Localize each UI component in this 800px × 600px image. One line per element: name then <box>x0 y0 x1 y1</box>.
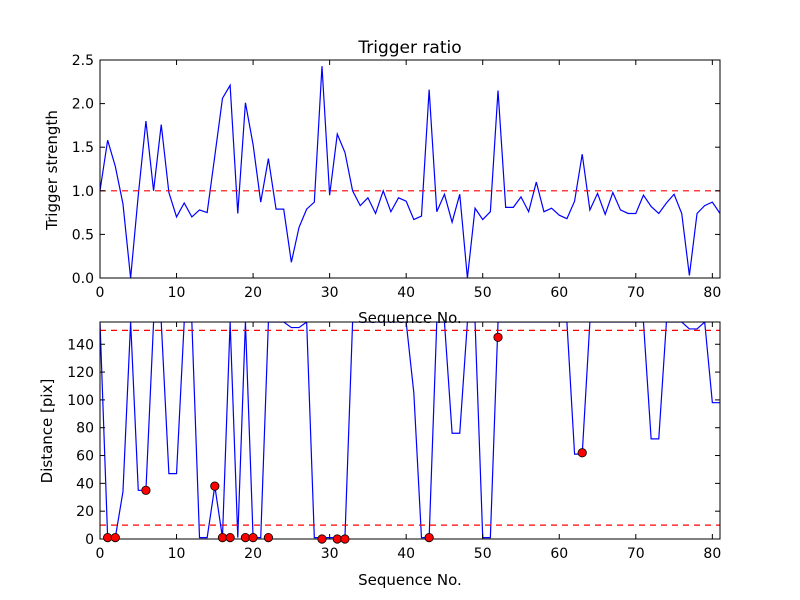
distance-y-tick-label: 140 <box>67 337 94 353</box>
distance-x-ticks: 0 10 20 30 40 50 60 70 80 <box>96 322 721 562</box>
distance-y-axis-label: Distance [pix] <box>38 379 56 484</box>
distance-marker-point <box>332 534 342 544</box>
trigger-ratio-x-tick-label: 80 <box>703 285 721 301</box>
distance-x-tick-label: 10 <box>168 546 186 562</box>
trigger-ratio-x-tick-label: 50 <box>474 285 492 301</box>
distance-y-tick-label: 120 <box>67 365 94 381</box>
trigger-ratio-x-tick-label: 10 <box>168 285 186 301</box>
distance-y-tick-label: 80 <box>76 421 94 437</box>
distance-marker-point <box>263 533 273 543</box>
trigger-ratio-x-axis-label: Sequence No. <box>358 309 462 327</box>
distance-marker-point <box>493 332 503 342</box>
distance-marker-point <box>240 533 251 543</box>
distance-marker-point <box>340 534 350 544</box>
distance-panel: 0 10 20 30 40 50 60 70 80 0 20 40 60 80 100 120 140 Seq… <box>38 321 721 589</box>
distance-marker-point <box>225 533 235 543</box>
trigger-ratio-x-ticks: 0 10 20 30 40 50 60 70 80 <box>96 60 721 301</box>
trigger-ratio-y-tick-label: 2.0 <box>72 97 94 113</box>
trigger-ratio-marks <box>100 66 720 278</box>
distance-marker-point <box>424 533 434 543</box>
distance-marker-point <box>217 533 228 543</box>
distance-x-tick-label: 0 <box>96 546 105 562</box>
trigger-ratio-y-tick-label: 0.0 <box>72 271 94 287</box>
distance-marker-point <box>103 533 113 543</box>
distance-marker-point <box>317 534 327 544</box>
distance-x-tick-label: 80 <box>703 546 721 562</box>
distance-marker-point <box>248 533 258 543</box>
trigger-ratio-axes-frame <box>99 59 721 279</box>
trigger-ratio-x-tick-label: 30 <box>321 285 339 301</box>
trigger-ratio-y-axis-label: Trigger strength <box>43 110 61 231</box>
trigger-ratio-y-tick-label: 0.5 <box>72 227 94 243</box>
trigger-ratio-y-tick-label: 1.5 <box>72 140 94 156</box>
distance-y-tick-label: 0 <box>85 532 94 548</box>
distance-marker-point <box>210 481 220 491</box>
distance-x-tick-label: 50 <box>474 546 492 562</box>
distance-x-tick-label: 40 <box>397 546 415 562</box>
distance-y-tick-label: 60 <box>76 449 94 465</box>
trigger-ratio-y-tick-label: 1.0 <box>72 184 94 200</box>
trigger-ratio-x-tick-label: 20 <box>244 285 262 301</box>
distance-y-ticks: 0 20 40 60 80 100 120 140 <box>67 337 720 548</box>
distance-x-tick-label: 20 <box>244 546 262 562</box>
distance-x-tick-label: 60 <box>550 546 568 562</box>
distance-axes-frame <box>99 321 721 540</box>
trigger-ratio-y-tick-label: 2.5 <box>72 53 94 69</box>
distance-marker-point <box>141 485 151 495</box>
trigger-ratio-x-tick-label: 0 <box>96 285 105 301</box>
distance-y-tick-label: 100 <box>67 393 94 409</box>
trigger-ratio-panel: 0 10 20 30 40 50 60 70 80 0.0 0.5 1.0 1.5 2.0 2.5 Tri… <box>43 38 721 327</box>
distance-x-tick-label: 30 <box>321 546 339 562</box>
trigger-ratio-y-ticks: 0.0 0.5 1.0 1.5 2.0 2.5 <box>72 53 720 287</box>
trigger-ratio-x-tick-label: 60 <box>550 285 568 301</box>
trigger-ratio-title: Trigger ratio <box>357 38 461 58</box>
trigger-ratio-x-tick-label: 70 <box>627 285 645 301</box>
distance-y-tick-label: 20 <box>76 504 94 520</box>
distance-series-line <box>100 322 720 539</box>
distance-x-axis-label: Sequence No. <box>358 571 462 589</box>
distance-x-tick-label: 70 <box>627 546 645 562</box>
distance-y-tick-label: 40 <box>76 476 94 492</box>
trigger-ratio-x-tick-label: 40 <box>397 285 415 301</box>
distance-marker-point <box>110 533 120 543</box>
distance-marker-point <box>577 448 587 458</box>
distance-marks <box>100 322 720 539</box>
trigger-ratio-series-line <box>100 66 720 278</box>
